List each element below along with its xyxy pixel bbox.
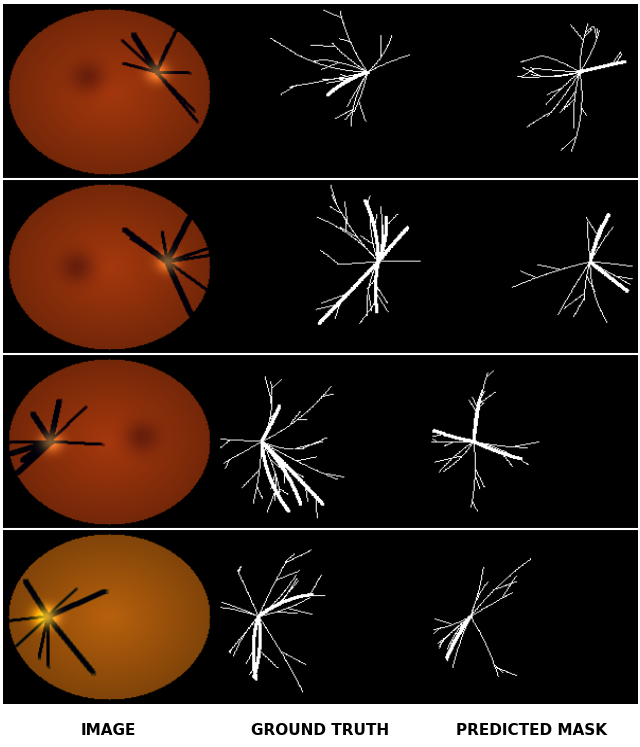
Text: IMAGE: IMAGE [81,723,136,738]
Text: GROUND TRUTH: GROUND TRUTH [251,723,389,738]
Text: PREDICTED MASK: PREDICTED MASK [456,723,607,738]
